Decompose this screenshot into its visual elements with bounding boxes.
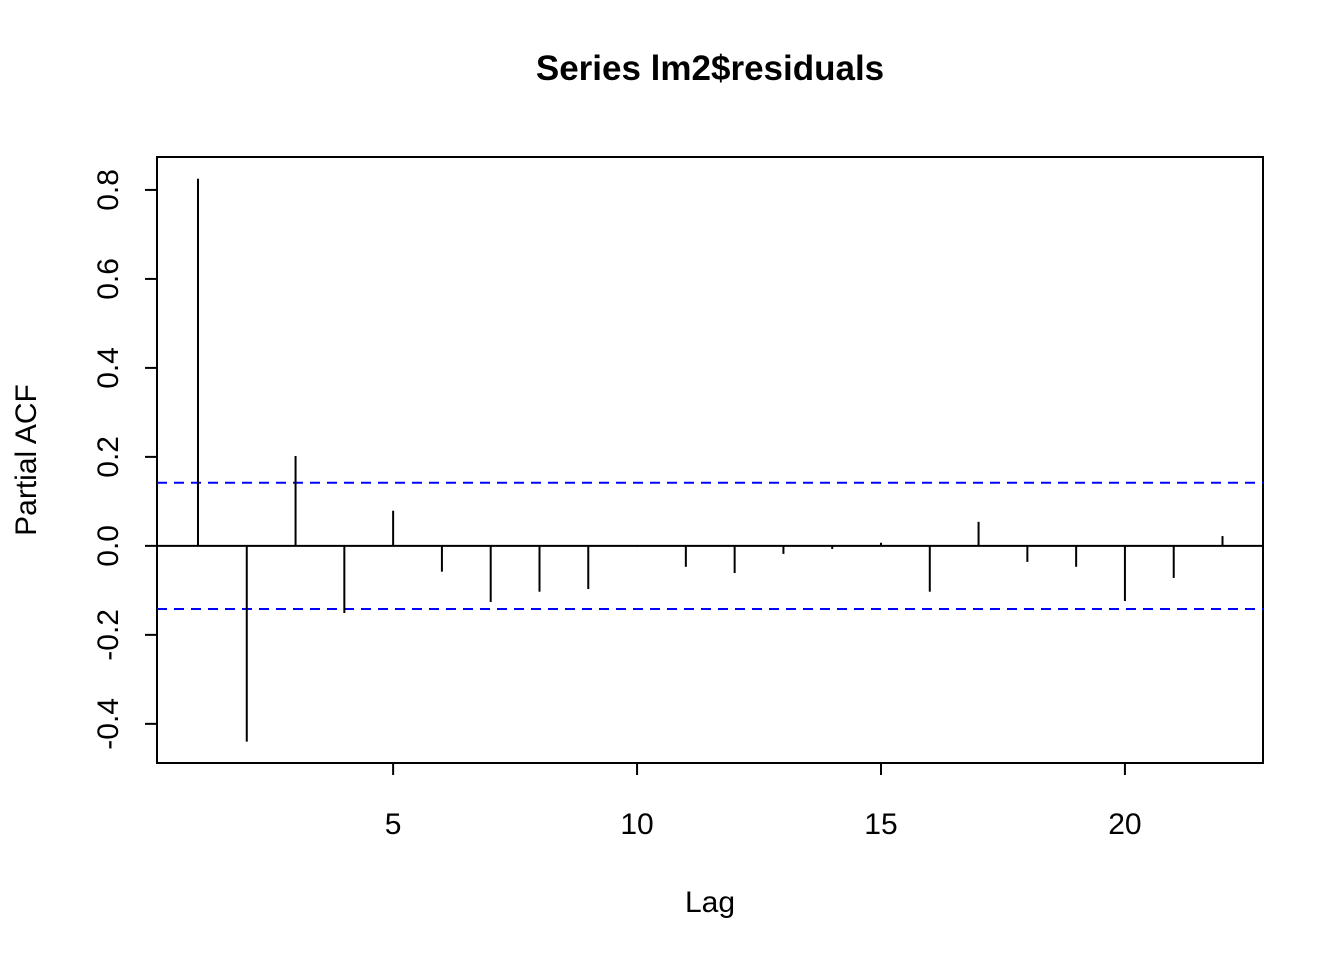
plot-frame	[156, 156, 1264, 764]
y-tick-label: 0.8	[92, 169, 125, 211]
y-tick-label: 0.4	[92, 347, 125, 389]
chart-title: Series lm2$residuals	[536, 49, 884, 88]
x-tick-label: 15	[864, 808, 897, 841]
y-tick-label: -0.4	[92, 698, 125, 750]
y-tick-label: -0.2	[92, 609, 125, 661]
x-axis-label: Lag	[685, 886, 735, 919]
y-axis-label: Partial ACF	[10, 384, 43, 536]
y-tick-label: 0.6	[92, 258, 125, 300]
y-tick-label: 0.0	[92, 525, 125, 567]
x-tick-label: 10	[620, 808, 653, 841]
y-tick-label: 0.2	[92, 436, 125, 478]
x-tick-label: 20	[1108, 808, 1141, 841]
x-tick-label: 5	[385, 808, 402, 841]
